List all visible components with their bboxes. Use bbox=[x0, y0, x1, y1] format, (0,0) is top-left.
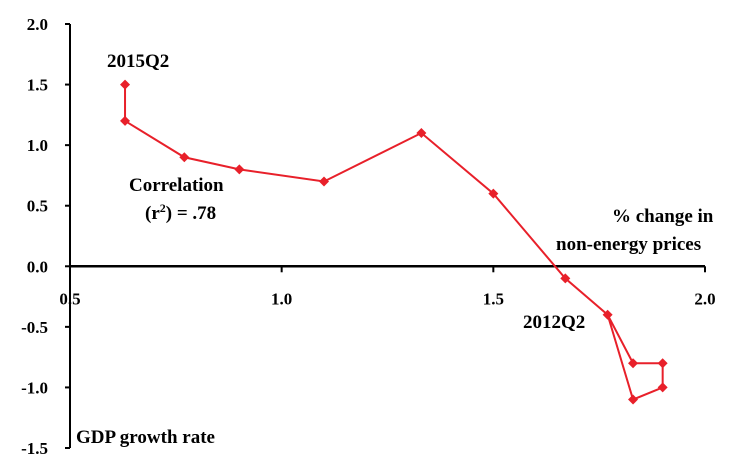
x-tick-label: 1.0 bbox=[271, 289, 292, 308]
y-axis-tick-labels: 2.0 1.5 1.0 0.5 0.0 -0.5 -1.0 -1.5 bbox=[21, 15, 70, 458]
y-tick-label: 2.0 bbox=[27, 15, 48, 34]
data-point-marker bbox=[319, 176, 329, 187]
data-point-marker bbox=[416, 128, 427, 139]
y-axis-label: GDP growth rate bbox=[76, 427, 215, 448]
data-point-marker bbox=[120, 79, 131, 90]
x-tick-label: 2.0 bbox=[694, 289, 715, 308]
data-point-marker bbox=[657, 382, 668, 393]
data-point-marker bbox=[657, 358, 668, 369]
y-tick-label: 1.0 bbox=[27, 136, 48, 155]
y-tick-label: -1.5 bbox=[21, 439, 48, 458]
data-point-marker bbox=[628, 394, 639, 405]
y-tick-label: 0.0 bbox=[27, 257, 48, 276]
annotation-2012q2: 2012Q2 bbox=[523, 312, 585, 333]
data-point-marker bbox=[602, 309, 613, 320]
series-markers bbox=[120, 79, 668, 405]
y-tick-label: -0.5 bbox=[21, 318, 48, 337]
annotation-r-squared: (r2) = .78 bbox=[145, 201, 216, 224]
x-axis-label-line2: non-energy prices bbox=[556, 234, 701, 255]
annotation-correlation: Correlation bbox=[129, 175, 224, 196]
data-point-marker bbox=[488, 188, 499, 199]
data-point-marker bbox=[179, 152, 190, 163]
y-tick-label: 1.5 bbox=[27, 76, 48, 95]
x-tick-label: 1.5 bbox=[483, 289, 504, 308]
data-point-marker bbox=[120, 115, 131, 126]
y-tick-label: 0.5 bbox=[27, 197, 48, 216]
data-point-marker bbox=[560, 273, 571, 284]
data-point-marker bbox=[628, 358, 639, 369]
x-axis-label-line1: % change in bbox=[612, 206, 714, 227]
data-point-marker bbox=[234, 164, 245, 175]
annotation-2015q2: 2015Q2 bbox=[107, 51, 169, 72]
y-tick-label: -1.0 bbox=[21, 378, 48, 397]
x-axis-tick-labels: 0.5 1.0 1.5 2.0 bbox=[59, 266, 716, 308]
